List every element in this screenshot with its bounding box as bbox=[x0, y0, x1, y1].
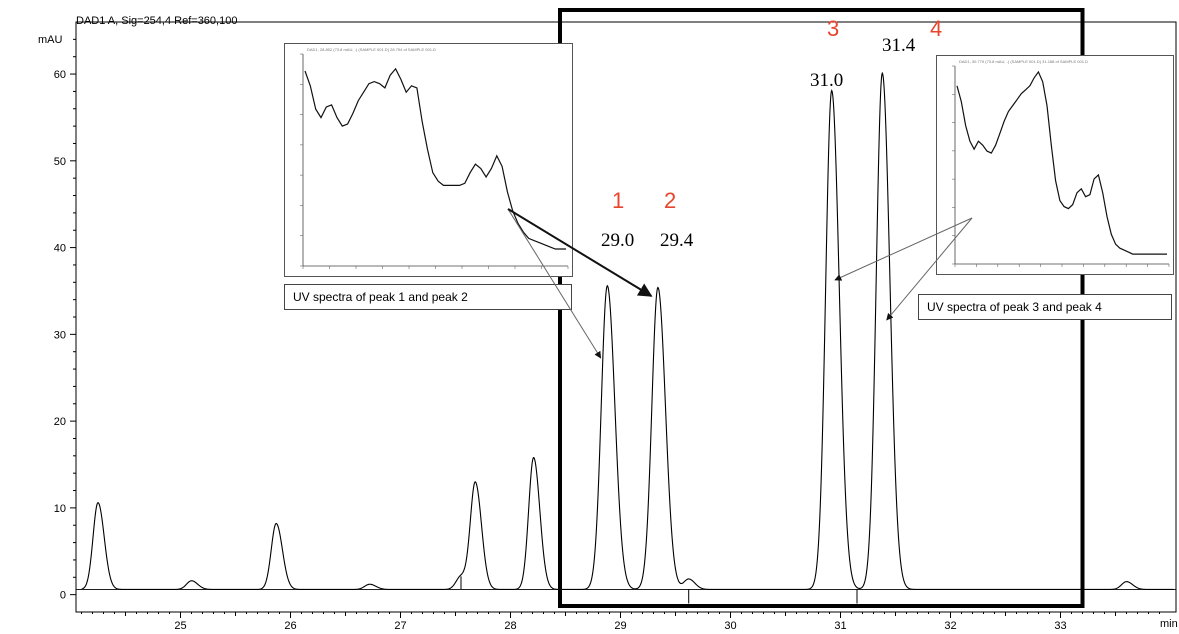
y-axis-unit: mAU bbox=[38, 34, 63, 46]
signal-title: DAD1 A, Sig=254,4 Ref=360,100 bbox=[76, 15, 238, 27]
x-tick-label-27: 27 bbox=[394, 620, 406, 632]
y-tick-label-60: 60 bbox=[54, 69, 66, 81]
chromatogram-trace bbox=[81, 71, 1174, 590]
y-tick-label-10: 10 bbox=[54, 503, 66, 515]
x-tick-label-32: 32 bbox=[944, 620, 956, 632]
y-tick-label-40: 40 bbox=[54, 243, 66, 255]
x-tick-label-25: 25 bbox=[174, 620, 186, 632]
inset-caption-1: UV spectra of peak 1 and peak 2 bbox=[284, 284, 572, 310]
uv-spectrum-curve-2 bbox=[956, 70, 1167, 255]
peak-number-3: 3 bbox=[827, 16, 840, 41]
uv-spectrum-inset-2: DAD1, 30.779 (73.8 mAU, -) (SAMPLE 001.D… bbox=[936, 55, 1174, 275]
inset-header-text: DAD1, 28.852 (73.8 mAU, -) (SAMPLE 001.D… bbox=[307, 47, 436, 52]
y-tick-label-30: 30 bbox=[54, 329, 66, 341]
uv-spectrum-curve-1 bbox=[304, 67, 566, 250]
peak-number-2: 2 bbox=[664, 188, 677, 213]
x-tick-label-29: 29 bbox=[614, 620, 626, 632]
x-tick-label-31: 31 bbox=[834, 620, 846, 632]
x-tick-label-26: 26 bbox=[284, 620, 296, 632]
y-tick-label-20: 20 bbox=[54, 416, 66, 428]
inset-header-text: DAD1, 30.779 (73.8 mAU, -) (SAMPLE 001.D… bbox=[959, 59, 1088, 64]
x-tick-label-30: 30 bbox=[724, 620, 736, 632]
peak-retention-time-2: 29.4 bbox=[660, 230, 694, 251]
x-tick-label-28: 28 bbox=[504, 620, 516, 632]
peak-number-4: 4 bbox=[930, 16, 943, 41]
y-tick-label-0: 0 bbox=[60, 590, 66, 602]
peak-retention-time-3: 31.0 bbox=[810, 70, 844, 91]
uv-spectrum-1 bbox=[300, 53, 569, 269]
peak-retention-time-4: 31.4 bbox=[882, 35, 916, 56]
inset-caption-2: UV spectra of peak 3 and peak 4 bbox=[918, 294, 1172, 320]
y-tick-label-50: 50 bbox=[54, 156, 66, 168]
x-axis-unit: min bbox=[1160, 618, 1178, 630]
peak-retention-time-1: 29.0 bbox=[601, 230, 635, 251]
uv-spectrum-2 bbox=[952, 65, 1170, 267]
uv-spectrum-inset-1: DAD1, 28.852 (73.8 mAU, -) (SAMPLE 001.D… bbox=[284, 43, 573, 277]
x-tick-label-33: 33 bbox=[1054, 620, 1066, 632]
peak-number-1: 1 bbox=[612, 188, 625, 213]
